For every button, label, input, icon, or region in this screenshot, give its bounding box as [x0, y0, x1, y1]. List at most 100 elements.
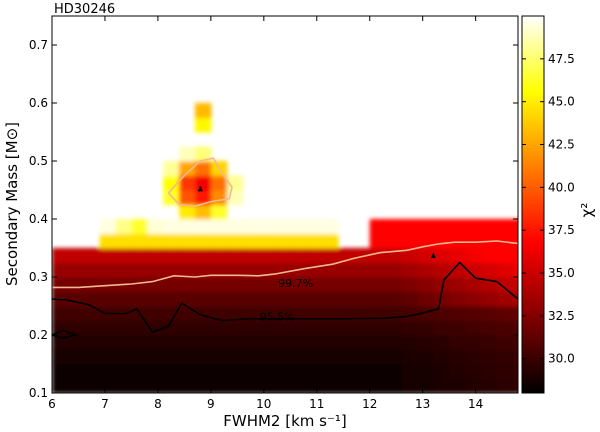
heat-cell [496, 306, 514, 322]
heat-cell [163, 233, 180, 249]
heat-cell [338, 306, 355, 322]
heat-cell [290, 306, 307, 322]
heat-cell [401, 248, 418, 264]
heat-cell [306, 248, 323, 264]
heat-cell [147, 349, 164, 365]
heat-cell [496, 378, 514, 393]
heat-cell [115, 219, 132, 235]
heat-cell [369, 320, 387, 336]
heat-cell [290, 219, 307, 235]
x-tick-label: 10 [256, 397, 271, 411]
heat-cell [226, 349, 244, 365]
heat-cell [465, 349, 482, 365]
heat-cell [99, 233, 117, 249]
heat-cell [131, 320, 148, 336]
y-axis-label: Secondary Mass [M⊙] [3, 122, 21, 286]
heat-cell [195, 175, 212, 191]
heat-cell [52, 262, 69, 278]
heat-cell [258, 378, 275, 393]
heat-cell [385, 277, 403, 293]
contour-line [167, 157, 233, 208]
heat-cell [147, 219, 164, 235]
heat-cell [401, 335, 418, 351]
heat-cell [480, 306, 498, 322]
heat-cell [179, 335, 196, 351]
heat-cell [369, 349, 387, 365]
heat-cell [433, 277, 450, 293]
heat-cell [258, 277, 275, 293]
heat-cell [242, 233, 260, 249]
heat-cell [401, 277, 418, 293]
heat-cell [83, 277, 101, 293]
marker [430, 252, 436, 258]
heat-cell [163, 161, 180, 177]
heat-cell [274, 378, 291, 393]
heat-cell [496, 233, 514, 249]
heat-cell [83, 335, 101, 351]
heat-cell [210, 175, 228, 191]
heat-cell [401, 262, 418, 278]
heat-cell [195, 277, 212, 293]
heat-cell [465, 233, 482, 249]
heat-cell [83, 248, 101, 264]
heat-cell [195, 364, 212, 380]
heat-cell [512, 248, 518, 264]
heat-cell [385, 262, 403, 278]
heat-cell [290, 233, 307, 249]
heat-cell [52, 248, 69, 264]
heat-cell [338, 291, 355, 307]
contour-line [52, 329, 79, 339]
heat-cell [465, 364, 482, 380]
heat-cell [465, 335, 482, 351]
heat-cell [131, 248, 148, 264]
heat-cell [131, 291, 148, 307]
contour-label: 95.5% [260, 310, 295, 323]
heat-cell [226, 378, 244, 393]
heat-cell [369, 378, 387, 393]
heat-cell [83, 306, 101, 322]
heat-cell [274, 335, 291, 351]
heat-cell [353, 320, 371, 336]
chart-title: HD30246 [54, 2, 115, 17]
heat-cell [433, 320, 450, 336]
heat-cell [385, 306, 403, 322]
heat-cell [512, 349, 518, 365]
heat-cell [322, 349, 339, 365]
heat-cell [369, 306, 387, 322]
heat-cell [274, 349, 291, 365]
heat-cell [163, 378, 180, 393]
heat-cell [401, 219, 418, 235]
heat-cell [115, 364, 132, 380]
heat-cell [67, 306, 85, 322]
colorbar-tick-label: 30.0 [548, 352, 575, 366]
heat-cell [353, 364, 371, 380]
heat-cell [179, 306, 196, 322]
heat-cell [131, 364, 148, 380]
heat-cell [306, 262, 323, 278]
heat-cell [290, 335, 307, 351]
heat-cell [480, 262, 498, 278]
heat-cell [322, 262, 339, 278]
heat-cell [163, 248, 180, 264]
heat-cell [480, 364, 498, 380]
heat-cell [369, 248, 387, 264]
heat-cell [226, 306, 244, 322]
heat-cell [210, 320, 228, 336]
heat-cell [242, 306, 260, 322]
heat-cell [179, 146, 196, 162]
heat-cell [115, 335, 132, 351]
heat-cell [322, 335, 339, 351]
heat-cell [195, 117, 212, 133]
heat-cell [401, 233, 418, 249]
heat-cell [258, 306, 275, 322]
heat-cell [131, 378, 148, 393]
heat-cell [306, 277, 323, 293]
heat-cell [179, 291, 196, 307]
heat-cell [369, 277, 387, 293]
heat-cell [512, 233, 518, 249]
heat-cell [163, 175, 180, 191]
heat-cell [67, 335, 85, 351]
heat-cell [433, 291, 450, 307]
heat-cell [465, 248, 482, 264]
heat-cell [338, 335, 355, 351]
